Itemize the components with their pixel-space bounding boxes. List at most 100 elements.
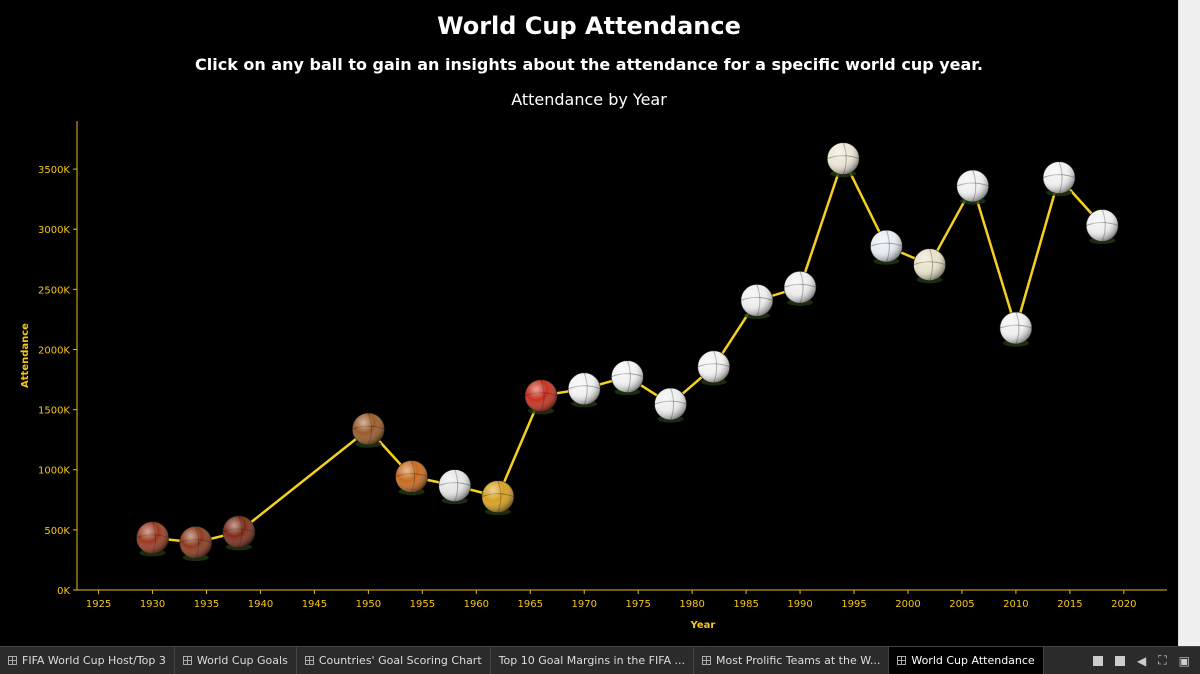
data-point-ball[interactable] <box>352 412 385 448</box>
y-tick-label: 3000K <box>38 225 70 236</box>
data-point-ball[interactable] <box>524 379 558 415</box>
data-point-ball[interactable] <box>136 521 169 557</box>
tab-host-top3[interactable]: FIFA World Cup Host/Top 3 <box>0 647 175 674</box>
present-icon[interactable]: ▣ <box>1178 653 1190 668</box>
data-point-ball[interactable] <box>697 350 731 386</box>
x-tick-label: 1935 <box>194 599 219 610</box>
ball-shading <box>481 480 514 513</box>
data-point-ball[interactable] <box>395 460 428 496</box>
tab-label: Most Prolific Teams at the W... <box>716 654 881 667</box>
data-point-ball[interactable] <box>999 311 1033 347</box>
dashboard: World Cup Attendance Click on any ball t… <box>20 12 1167 631</box>
sheet-grid-icon <box>702 656 712 665</box>
fullscreen-icon[interactable]: ⛶ <box>1158 653 1167 667</box>
data-point-ball[interactable] <box>783 271 817 306</box>
x-tick-label: 1965 <box>518 599 543 610</box>
ball-shading <box>179 526 212 559</box>
x-tick-label: 1975 <box>625 599 650 610</box>
x-tick-label: 2005 <box>949 599 974 610</box>
x-tick-label: 1945 <box>302 599 327 610</box>
data-point-ball[interactable] <box>611 360 644 396</box>
page-title: World Cup Attendance <box>437 12 741 40</box>
data-point-ball[interactable] <box>870 229 903 265</box>
x-tick-label: 1985 <box>733 599 758 610</box>
tab-toolbar: ◀ ⛶ ▣ <box>1093 653 1200 668</box>
data-point-ball[interactable] <box>826 142 860 178</box>
x-tick-label: 1930 <box>140 599 165 610</box>
arrow-left-icon[interactable]: ◀ <box>1137 653 1147 668</box>
tab-label: World Cup Goals <box>196 654 288 667</box>
x-tick-label: 1995 <box>841 599 866 610</box>
x-tick-label: 1990 <box>787 599 812 610</box>
grid-view-icon[interactable] <box>1093 655 1104 666</box>
x-tick-label: 2020 <box>1111 599 1136 610</box>
ball-shading <box>222 515 255 548</box>
ball-shading <box>395 460 428 493</box>
sheet-grid-icon <box>8 656 17 665</box>
y-tick-label: 1000K <box>38 466 70 477</box>
chart-title: Attendance by Year <box>511 90 667 109</box>
x-tick-label: 1960 <box>464 599 489 610</box>
tab-goal-scoring-chart[interactable]: Countries' Goal Scoring Chart <box>297 647 491 674</box>
y-tick-label: 2500K <box>38 285 70 296</box>
ball-shading <box>568 372 601 405</box>
data-point-ball[interactable] <box>1042 161 1076 197</box>
data-point-ball[interactable] <box>1085 209 1119 245</box>
data-point-ball[interactable] <box>438 469 472 505</box>
y-axis-title: Attendance <box>20 323 31 388</box>
sheet-grid-icon <box>182 656 192 665</box>
ball-shading <box>1043 161 1076 194</box>
attendance-series-line <box>152 157 1104 544</box>
sheet-grid-icon <box>897 656 907 665</box>
ball-shading <box>870 230 903 263</box>
ball-shading <box>740 284 773 317</box>
x-tick-label: 1980 <box>679 599 704 610</box>
data-point-ball[interactable] <box>567 372 601 408</box>
ball-shading <box>956 170 989 203</box>
x-tick-label: 2000 <box>895 599 920 610</box>
x-tick-label: 1940 <box>248 599 273 610</box>
tab-world-cup-goals[interactable]: World Cup Goals <box>175 647 297 674</box>
y-tick-label: 3500K <box>38 165 70 176</box>
data-point-ball[interactable] <box>222 515 256 551</box>
data-point-ball[interactable] <box>956 169 990 205</box>
ball-shading <box>784 271 817 304</box>
sheet-grid-icon <box>304 656 314 665</box>
tab-most-prolific-teams[interactable]: Most Prolific Teams at the W... <box>694 647 890 674</box>
tab-label: Top 10 Goal Margins in the FIFA ... <box>498 654 686 667</box>
square-view-icon[interactable] <box>1115 655 1126 666</box>
ball-shading <box>352 413 385 446</box>
tab-top10-goal-margins[interactable]: Top 10 Goal Margins in the FIFA ... <box>491 647 695 674</box>
ball-shading <box>136 521 169 554</box>
sheet-tab-bar: FIFA World Cup Host/Top 3 World Cup Goal… <box>0 646 1200 674</box>
ball-shading <box>913 248 946 281</box>
ball-shading <box>654 388 687 421</box>
tab-label: FIFA World Cup Host/Top 3 <box>22 654 166 667</box>
y-tick-label: 1500K <box>38 406 70 417</box>
y-tick-label: 2000K <box>38 345 70 356</box>
vertical-scrollbar[interactable] <box>1178 0 1200 646</box>
tab-world-cup-attendance[interactable]: World Cup Attendance <box>889 647 1044 674</box>
x-tick-label: 1950 <box>356 599 381 610</box>
x-tick-label: 2015 <box>1057 599 1082 610</box>
ball-shading <box>438 469 471 502</box>
y-tick-label: 0K <box>57 586 70 597</box>
ball-shading <box>827 142 860 175</box>
ball-shading <box>1086 209 1119 242</box>
attendance-line-chart: 0K 500K 1000K 1500K 2000K 2500K 3000K 3500K 1925… <box>20 121 1167 631</box>
ball-shading <box>611 360 644 393</box>
tab-label: World Cup Attendance <box>911 654 1035 667</box>
data-point-ball[interactable] <box>179 526 213 561</box>
x-tick-label: 1970 <box>572 599 597 610</box>
x-tick-label: 1955 <box>410 599 435 610</box>
data-point-ball[interactable] <box>740 284 774 319</box>
x-tick-label: 1925 <box>86 599 111 610</box>
ball-shading <box>525 379 558 412</box>
ball-shading <box>697 350 730 383</box>
x-tick-label: 2010 <box>1003 599 1028 610</box>
data-point-ball[interactable] <box>654 387 687 423</box>
ball-shading <box>999 312 1032 345</box>
x-axis-title: Year <box>690 620 716 631</box>
data-point-ball[interactable] <box>481 480 515 516</box>
data-point-ball[interactable] <box>913 248 946 284</box>
